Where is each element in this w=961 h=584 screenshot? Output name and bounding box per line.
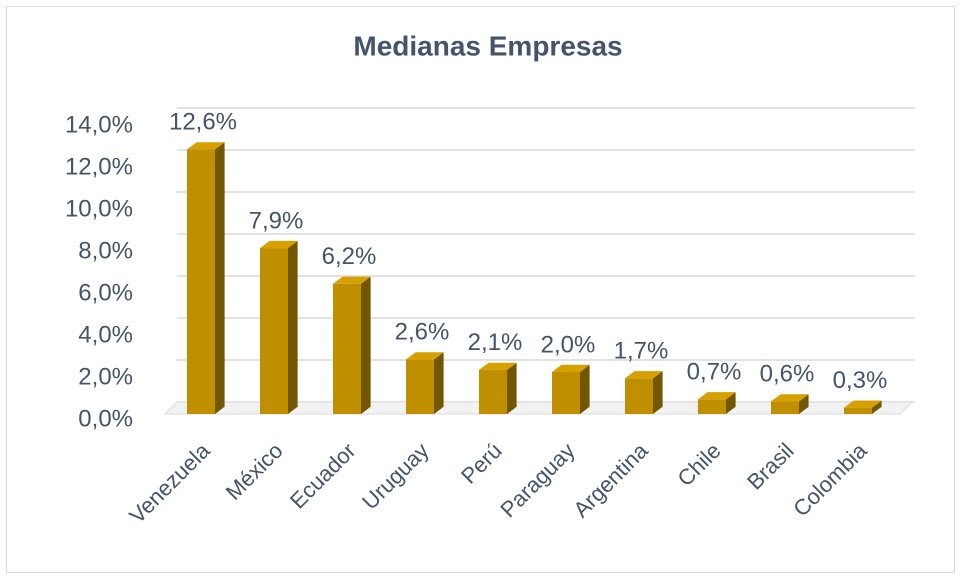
y-tick-label: 12,0% bbox=[65, 153, 133, 180]
y-tick-label: 0,0% bbox=[78, 405, 133, 432]
y-tick-label: 4,0% bbox=[78, 321, 133, 348]
bar-top bbox=[260, 240, 298, 249]
bar-top bbox=[406, 352, 444, 360]
bar-side bbox=[799, 394, 809, 414]
y-tick-label: 8,0% bbox=[78, 237, 133, 264]
bar-top bbox=[698, 392, 736, 400]
bar-top bbox=[479, 362, 517, 370]
bar-side bbox=[215, 142, 225, 414]
bar-side bbox=[361, 276, 371, 414]
bar-side bbox=[580, 364, 590, 414]
bar bbox=[771, 401, 799, 414]
y-tick-label: 10,0% bbox=[65, 195, 133, 222]
bar-side bbox=[288, 240, 298, 414]
bar-side bbox=[507, 362, 517, 414]
data-label: 12,6% bbox=[169, 109, 237, 136]
bar-side bbox=[434, 352, 444, 414]
bar-top bbox=[333, 276, 371, 284]
bar-top bbox=[844, 400, 882, 408]
data-label: 0,3% bbox=[833, 367, 888, 394]
bar bbox=[479, 369, 507, 414]
chart-border bbox=[6, 6, 955, 573]
bar-side bbox=[872, 400, 882, 414]
bar bbox=[406, 359, 434, 414]
bar bbox=[333, 283, 361, 414]
data-label: 0,7% bbox=[687, 359, 742, 386]
bar bbox=[187, 149, 215, 414]
data-label: 1,7% bbox=[614, 338, 669, 365]
bar-top bbox=[552, 364, 590, 372]
bar bbox=[844, 407, 872, 414]
bar-top bbox=[771, 394, 809, 402]
bar bbox=[625, 378, 653, 414]
data-label: 7,9% bbox=[249, 207, 304, 234]
bar bbox=[552, 372, 580, 414]
bar-side bbox=[653, 371, 663, 414]
chart-title: Medianas Empresas bbox=[353, 30, 622, 61]
bar-side bbox=[726, 392, 736, 414]
bar bbox=[698, 399, 726, 414]
y-tick-label: 6,0% bbox=[78, 279, 133, 306]
data-label: 6,2% bbox=[322, 243, 377, 270]
y-tick-label: 2,0% bbox=[78, 363, 133, 390]
data-label: 0,6% bbox=[760, 361, 815, 388]
bar-top bbox=[187, 142, 225, 150]
data-label: 2,6% bbox=[395, 319, 450, 346]
data-label: 2,0% bbox=[541, 331, 596, 358]
data-label: 2,1% bbox=[468, 329, 523, 356]
bar bbox=[260, 248, 288, 414]
bar-top bbox=[625, 371, 663, 379]
y-tick-label: 14,0% bbox=[65, 111, 133, 138]
